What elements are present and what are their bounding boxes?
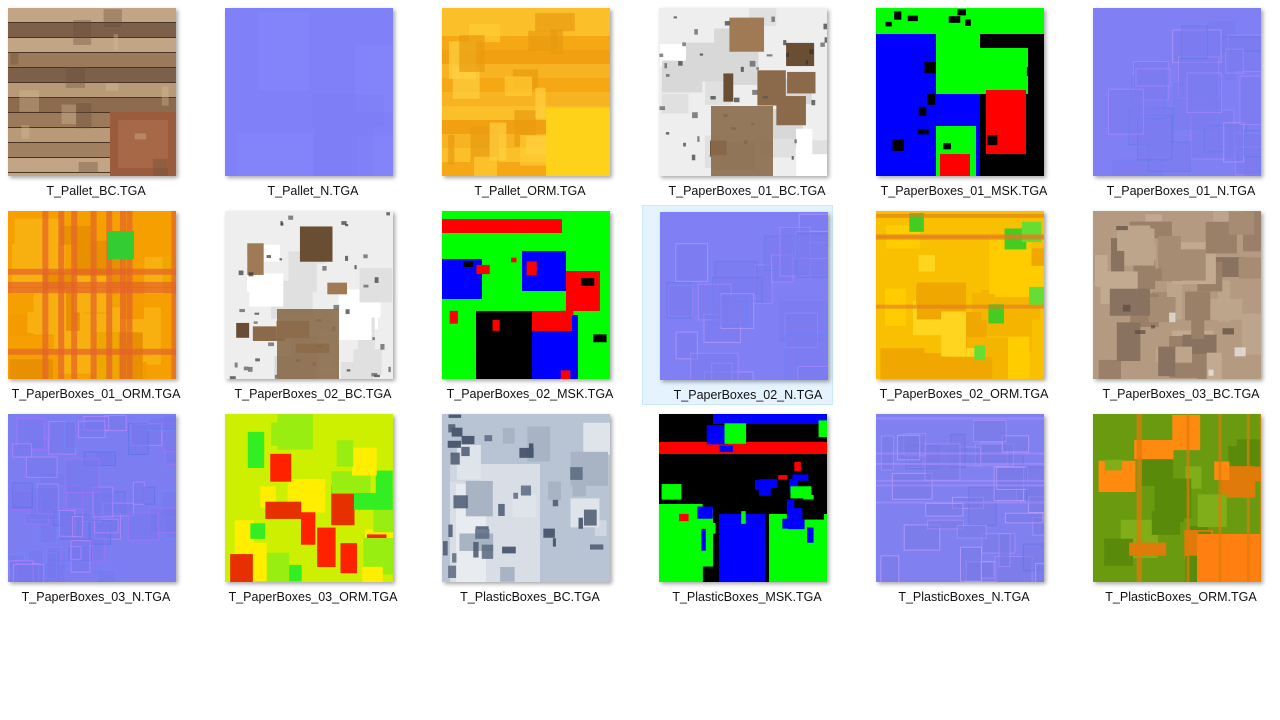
file-item[interactable]: T_Pallet_ORM.TGA [434,8,625,208]
file-item[interactable]: T_PaperBoxes_03_ORM.TGA [217,414,408,614]
texture-preview-image [1093,414,1261,582]
file-name-label: T_PaperBoxes_01_N.TGA [1106,184,1256,198]
texture-thumbnail [225,414,393,582]
texture-thumbnail [876,211,1044,379]
texture-preview-image [659,414,827,582]
file-item[interactable]: T_PlasticBoxes_MSK.TGA [651,414,842,614]
file-name-label: T_PlasticBoxes_N.TGA [898,590,1030,604]
texture-preview-image [8,414,176,582]
texture-thumbnail [442,8,610,176]
file-name-label: T_Pallet_ORM.TGA [474,184,586,198]
file-item[interactable]: T_PaperBoxes_01_ORM.TGA [0,211,191,411]
texture-thumbnail [442,414,610,582]
texture-preview-image [660,212,828,380]
file-item[interactable]: T_Pallet_BC.TGA [0,8,191,208]
file-name-label: T_PaperBoxes_01_ORM.TGA [11,387,181,401]
texture-thumbnail [442,211,610,379]
texture-preview-image [876,414,1044,582]
texture-preview-image [1093,8,1261,176]
file-name-label: T_PlasticBoxes_ORM.TGA [1105,590,1257,604]
texture-thumbnail [659,414,827,582]
file-item[interactable]: T_PaperBoxes_01_N.TGA [1085,8,1276,208]
file-item[interactable]: T_PlasticBoxes_ORM.TGA [1085,414,1276,614]
file-name-label: T_PaperBoxes_03_N.TGA [21,590,171,604]
file-item[interactable]: T_PaperBoxes_02_BC.TGA [217,211,408,411]
texture-preview-image [225,211,393,379]
texture-preview-image [8,8,176,176]
file-item[interactable]: T_PlasticBoxes_N.TGA [868,414,1059,614]
file-name-label: T_PlasticBoxes_MSK.TGA [672,590,822,604]
texture-preview-image [442,8,610,176]
texture-preview-image [225,8,393,176]
texture-thumbnail [1093,414,1261,582]
texture-thumbnail [8,8,176,176]
texture-thumbnail [8,211,176,379]
file-item[interactable]: T_PaperBoxes_02_ORM.TGA [868,211,1059,411]
file-item[interactable]: T_Pallet_N.TGA [217,8,408,208]
texture-thumbnail [8,414,176,582]
file-name-label: T_PaperBoxes_03_BC.TGA [1102,387,1260,401]
texture-thumbnail [225,211,393,379]
file-name-label: T_PaperBoxes_02_N.TGA [673,388,823,402]
file-item[interactable]: T_PaperBoxes_03_BC.TGA [1085,211,1276,411]
file-item[interactable]: T_PaperBoxes_02_MSK.TGA [434,211,625,411]
file-name-label: T_PlasticBoxes_BC.TGA [460,590,600,604]
texture-thumbnail [659,8,827,176]
file-item[interactable]: T_PaperBoxes_01_BC.TGA [651,8,842,208]
texture-thumbnail [1093,8,1261,176]
texture-preview-image [8,211,176,379]
texture-thumbnail [1093,211,1261,379]
file-name-label: T_PaperBoxes_02_MSK.TGA [446,387,614,401]
texture-thumbnail [225,8,393,176]
file-item[interactable]: T_PlasticBoxes_BC.TGA [434,414,625,614]
file-name-label: T_Pallet_N.TGA [267,184,359,198]
texture-thumbnail [876,414,1044,582]
file-name-label: T_PaperBoxes_02_ORM.TGA [879,387,1049,401]
texture-preview-image [876,211,1044,379]
file-item[interactable]: T_PaperBoxes_01_MSK.TGA [868,8,1059,208]
file-name-label: T_PaperBoxes_02_BC.TGA [234,387,392,401]
texture-preview-image [1093,211,1261,379]
texture-preview-image [876,8,1044,176]
texture-preview-image [659,8,827,176]
file-name-label: T_PaperBoxes_01_MSK.TGA [880,184,1048,198]
file-name-label: T_Pallet_BC.TGA [46,184,146,198]
texture-preview-image [225,414,393,582]
file-item[interactable]: T_PaperBoxes_03_N.TGA [0,414,191,614]
file-name-label: T_PaperBoxes_01_BC.TGA [668,184,826,198]
texture-preview-image [442,414,610,582]
texture-preview-image [442,211,610,379]
file-item[interactable]: T_PaperBoxes_02_N.TGA [642,205,833,405]
file-name-label: T_PaperBoxes_03_ORM.TGA [228,590,398,604]
texture-thumbnail [876,8,1044,176]
texture-thumbnail [660,212,828,380]
